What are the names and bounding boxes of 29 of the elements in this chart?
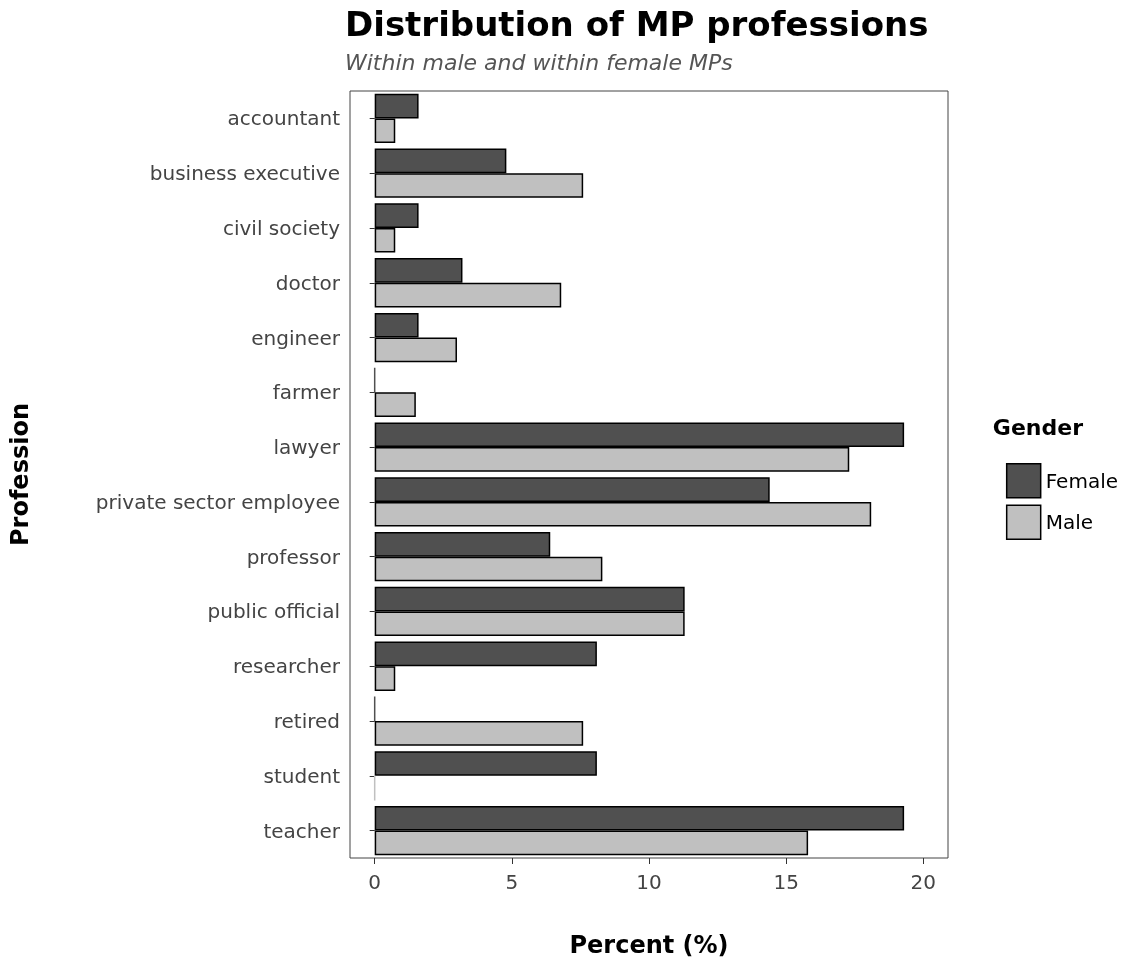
x-axis-title: Percent (%) [569, 931, 729, 959]
x-tick-label: 15 [773, 870, 799, 894]
y-tick-label: student [263, 763, 341, 788]
y-tick-label: retired [273, 709, 340, 734]
chart-title: Distribution of MP professions [345, 4, 929, 44]
y-tick-label: accountant [227, 106, 341, 131]
y-tick-label: civil society [222, 215, 341, 240]
x-tick-label: 0 [368, 870, 382, 894]
y-tick-label: doctor [275, 270, 341, 295]
y-tick-label: public official [207, 599, 340, 624]
y-tick-label: researcher [232, 654, 341, 679]
y-tick-label: business executive [149, 161, 340, 186]
y-tick-label: engineer [251, 325, 341, 350]
bar [374, 751, 597, 776]
y-tick-label: private sector employee [95, 489, 340, 514]
y-tick-label: farmer [272, 380, 341, 405]
y-tick-label: lawyer [273, 435, 341, 460]
x-tick-label: 10 [636, 870, 662, 894]
y-tick-label: teacher [263, 818, 341, 843]
y-tick-label: professor [246, 544, 341, 569]
bar [374, 721, 584, 746]
x-tick-label: 5 [505, 870, 519, 894]
legend-label: Male [1045, 510, 1094, 535]
y-axis-title: Profession [6, 402, 34, 547]
legend-title: Gender [992, 414, 1084, 440]
bar [374, 392, 416, 417]
x-tick-label: 20 [910, 870, 937, 894]
chart-subtitle: Within male and within female MPs [345, 49, 733, 75]
legend-label: Female [1045, 468, 1119, 493]
